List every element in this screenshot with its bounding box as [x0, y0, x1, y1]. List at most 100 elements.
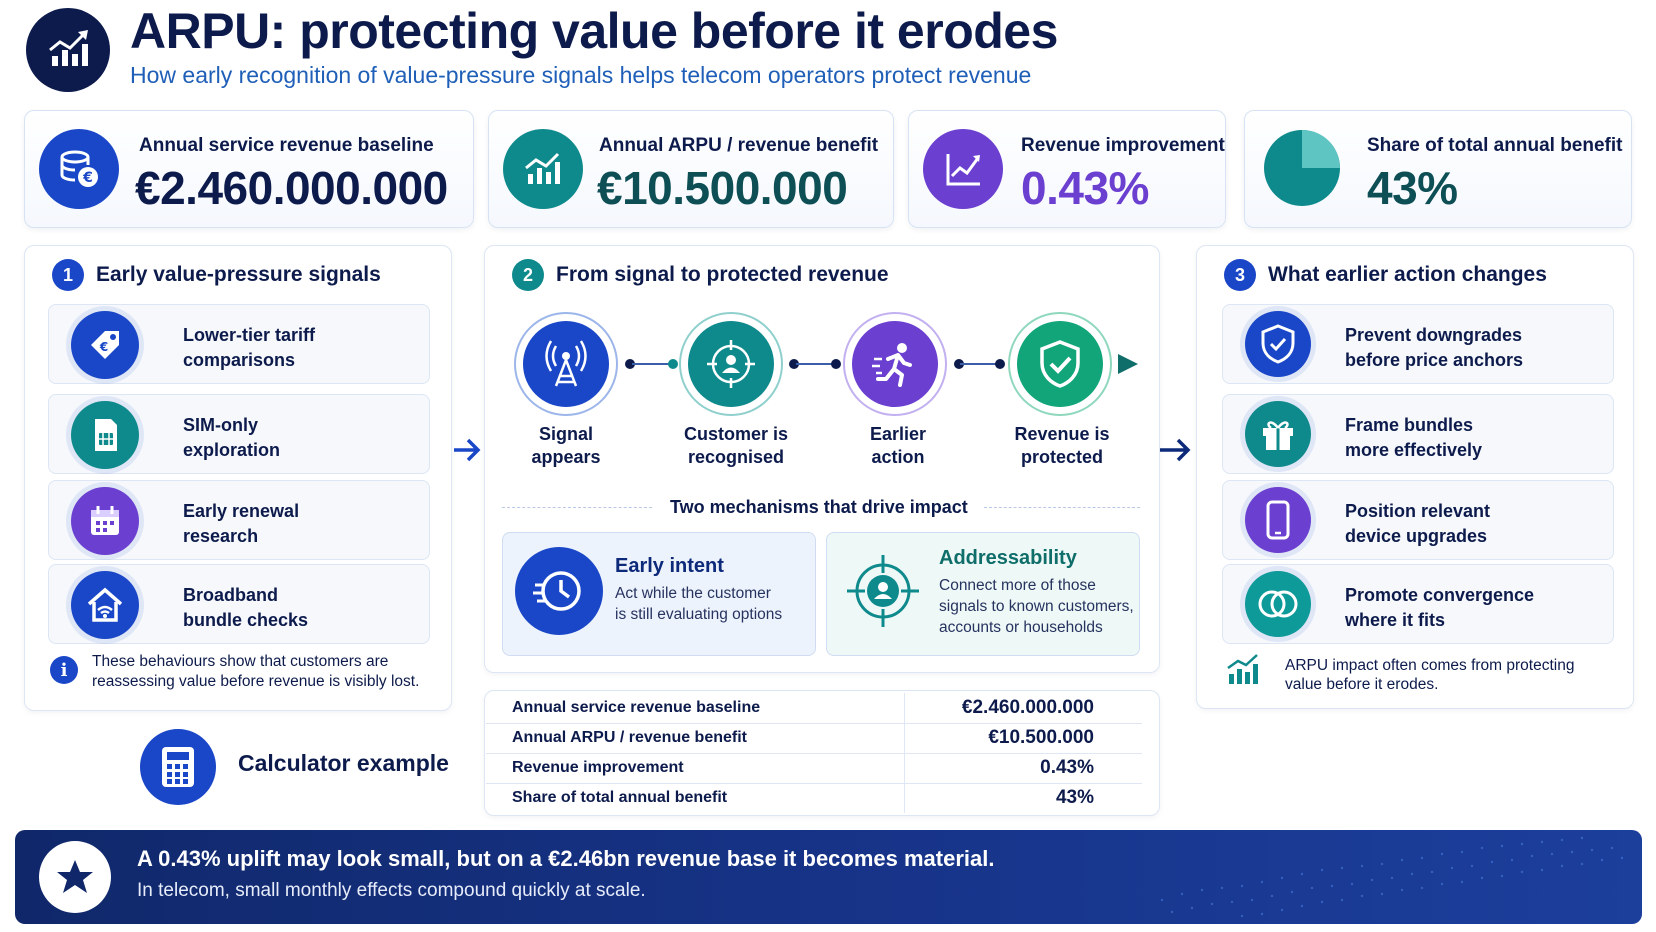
clock-icon	[515, 547, 603, 635]
flow-step-signal	[514, 312, 618, 416]
calculator-icon	[140, 729, 216, 805]
signal-item-renewal: Early renewal research	[48, 480, 430, 560]
table-cell-key: Annual ARPU / revenue benefit	[486, 723, 905, 754]
logo	[26, 8, 110, 92]
table-cell-key: Revenue improvement	[486, 753, 905, 784]
arrow-right-icon	[454, 438, 481, 462]
flow-step-action	[843, 312, 947, 416]
mechanisms-title: Two mechanisms that drive impact	[670, 497, 968, 517]
connector-dot	[625, 359, 635, 369]
signals-header: 1 Early value-pressure signals	[52, 259, 381, 291]
table-row: Revenue improvement 0.43%	[486, 753, 1142, 784]
shield-check-icon	[1017, 321, 1103, 407]
home-wifi-icon	[71, 571, 139, 639]
calendar-icon	[71, 487, 139, 555]
divider	[984, 507, 1140, 508]
pie-chart-icon	[1259, 125, 1345, 211]
table-cell-key: Share of total annual benefit	[486, 783, 905, 813]
rings-icon	[1245, 571, 1311, 637]
action-item-downgrades: Prevent downgrades before price anchors	[1222, 304, 1614, 384]
signal-item-tariff: € Lower-tier tariff comparisons	[48, 304, 430, 384]
actions-note: ARPU impact often comes from protecting v…	[1285, 657, 1575, 693]
step-number-badge: 1	[52, 259, 84, 291]
kpi-card-share-of-benefit: Share of total annual benefit 43%	[1244, 110, 1632, 228]
connector-dot	[668, 359, 678, 369]
action-item-convergence: Promote convergence where it fits	[1222, 564, 1614, 644]
page-subtitle: How early recognition of value-pressure …	[130, 62, 1032, 88]
smartphone-icon	[1245, 487, 1311, 553]
table-row: Share of total annual benefit 43%	[486, 783, 1142, 813]
euro-coins-icon: €	[39, 129, 119, 209]
mechanism-card-early-intent: Early intent Act while the customer is st…	[502, 532, 816, 656]
kpi-label: Annual ARPU / revenue benefit	[599, 135, 879, 156]
connector-line	[960, 363, 1000, 365]
flow-step-label: Revenue is protected	[1014, 424, 1110, 467]
svg-text:€: €	[82, 170, 93, 186]
footer-banner: A 0.43% uplift may look small, but on a …	[15, 830, 1642, 924]
shield-icon	[1245, 311, 1311, 377]
table-cell-key: Annual service revenue baseline	[486, 693, 905, 724]
star-icon	[39, 841, 111, 913]
action-item-bundles: Frame bundles more effectively	[1222, 394, 1614, 474]
connector-dot	[831, 359, 841, 369]
connector-dot	[995, 359, 1005, 369]
kpi-value: €2.460.000.000	[135, 162, 448, 214]
signal-item-broadband: Broadband bundle checks	[48, 564, 430, 644]
growth-chart-icon	[503, 129, 583, 209]
sim-card-icon	[71, 401, 139, 469]
crosshair-user-icon	[839, 547, 927, 635]
flow-step-recognised	[679, 312, 783, 416]
signal-item-label: Lower-tier tariff comparisons	[183, 325, 316, 370]
kpi-label: Revenue improvement	[1021, 135, 1225, 156]
banner-subline: In telecom, small monthly effects compou…	[137, 880, 646, 901]
flow-header: 2 From signal to protected revenue	[512, 259, 889, 291]
kpi-value: 43%	[1367, 162, 1458, 214]
signals-note: These behaviours show that customers are…	[92, 653, 420, 690]
table-cell-value: €2.460.000.000	[904, 693, 1142, 724]
action-item-label: Promote convergence where it fits	[1345, 585, 1535, 630]
kpi-label: Share of total annual benefit	[1367, 135, 1623, 156]
calculator-label: Calculator example	[238, 750, 449, 776]
signal-item-label: SIM-only exploration	[183, 415, 281, 460]
price-tag-icon: €	[71, 311, 139, 379]
svg-text:€: €	[99, 340, 108, 354]
line-chart-icon	[923, 129, 1003, 209]
connector-dot	[954, 359, 964, 369]
action-item-label: Prevent downgrades before price anchors	[1345, 325, 1524, 370]
flow-step-label: Customer is recognised	[683, 424, 789, 467]
kpi-value: €10.500.000	[597, 162, 848, 214]
signal-item-sim: SIM-only exploration	[48, 394, 430, 474]
calculator-table: Annual service revenue baseline €2.460.00…	[486, 693, 1142, 813]
mechanism-title: Early intent	[615, 555, 724, 577]
kpi-card-revenue-improvement: Revenue improvement 0.43%	[908, 110, 1226, 228]
bar-chart-icon	[1227, 654, 1258, 684]
action-item-devices: Position relevant device upgrades	[1222, 480, 1614, 560]
signal-tower-icon	[523, 321, 609, 407]
connector-line	[632, 363, 676, 365]
table-row: Annual service revenue baseline €2.460.00…	[486, 693, 1142, 724]
page-title: ARPU: protecting value before it erodes	[130, 3, 1058, 59]
mechanism-title: Addressability	[939, 547, 1077, 569]
kpi-label: Annual service revenue baseline	[139, 135, 434, 156]
action-item-label: Frame bundles more effectively	[1345, 415, 1483, 460]
arrow-right-icon	[1118, 354, 1138, 374]
action-item-label: Position relevant device upgrades	[1345, 501, 1491, 546]
table-row: Annual ARPU / revenue benefit €10.500.000	[486, 723, 1142, 754]
kpi-value: 0.43%	[1021, 162, 1149, 214]
table-cell-value: 43%	[1055, 787, 1094, 809]
signals-title: Early value-pressure signals	[96, 263, 381, 286]
gift-icon	[1245, 401, 1311, 467]
info-icon: i	[50, 656, 78, 684]
flow-step-protected	[1008, 312, 1112, 416]
connector-dot	[789, 359, 799, 369]
signal-item-label: Early renewal research	[183, 501, 300, 546]
kpi-card-arpu-benefit: Annual ARPU / revenue benefit €10.500.00…	[488, 110, 894, 228]
kpi-card-revenue-baseline: € Annual service revenue baseline €2.460…	[24, 110, 474, 228]
dot-wave-decoration	[1160, 836, 1624, 918]
table-cell-value: 0.43%	[904, 753, 1142, 784]
signal-item-label: Broadband bundle checks	[183, 585, 309, 630]
banner-headline: A 0.43% uplift may look small, but on a …	[137, 846, 995, 871]
mechanism-description: Connect more of those signals to known cu…	[939, 577, 1134, 636]
actions-header: 3 What earlier action changes	[1224, 259, 1547, 291]
running-person-icon	[852, 321, 938, 407]
